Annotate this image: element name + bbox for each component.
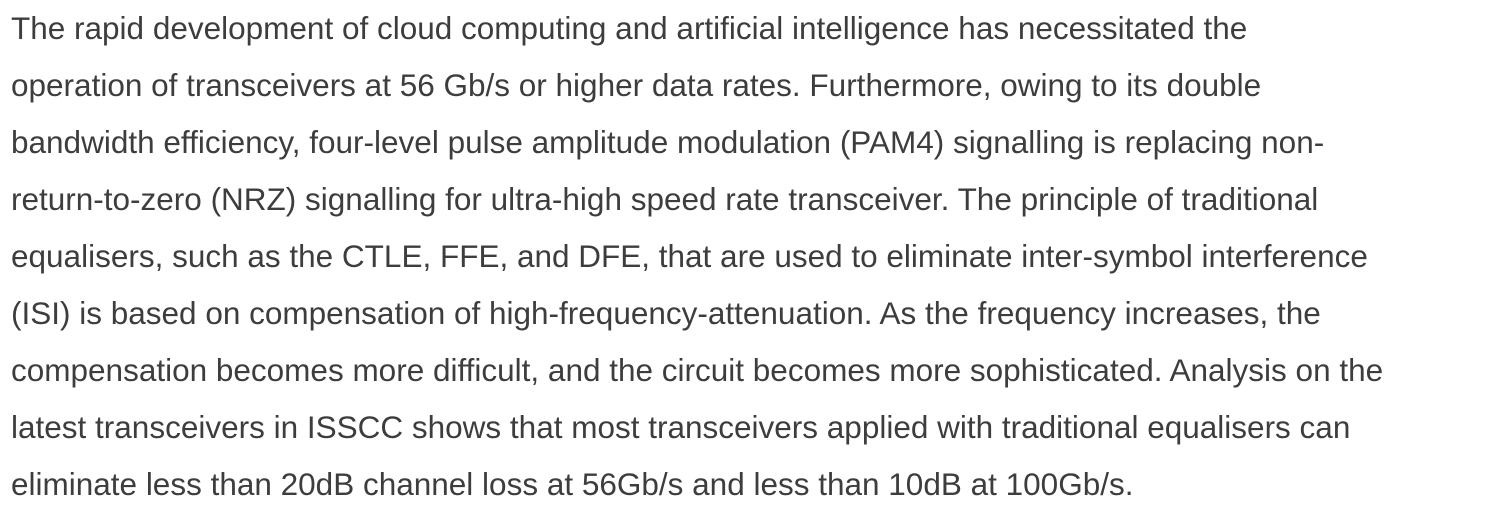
abstract-paragraph: The rapid development of cloud computing… bbox=[11, 0, 1491, 513]
paragraph-line: latest transceivers in ISSCC shows that … bbox=[11, 409, 1351, 445]
paragraph-line: compensation becomes more difficult, and… bbox=[11, 352, 1384, 388]
paragraph-line: equalisers, such as the CTLE, FFE, and D… bbox=[11, 238, 1368, 274]
paragraph-line: (ISI) is based on compensation of high-f… bbox=[11, 295, 1321, 331]
paragraph-line: return-to-zero (NRZ) signalling for ultr… bbox=[11, 181, 1319, 217]
paragraph-line: operation of transceivers at 56 Gb/s or … bbox=[11, 67, 1262, 103]
paragraph-line: eliminate less than 20dB channel loss at… bbox=[11, 466, 1134, 502]
paragraph-line: bandwidth efficiency, four-level pulse a… bbox=[11, 124, 1325, 160]
paragraph-line: The rapid development of cloud computing… bbox=[11, 10, 1248, 46]
